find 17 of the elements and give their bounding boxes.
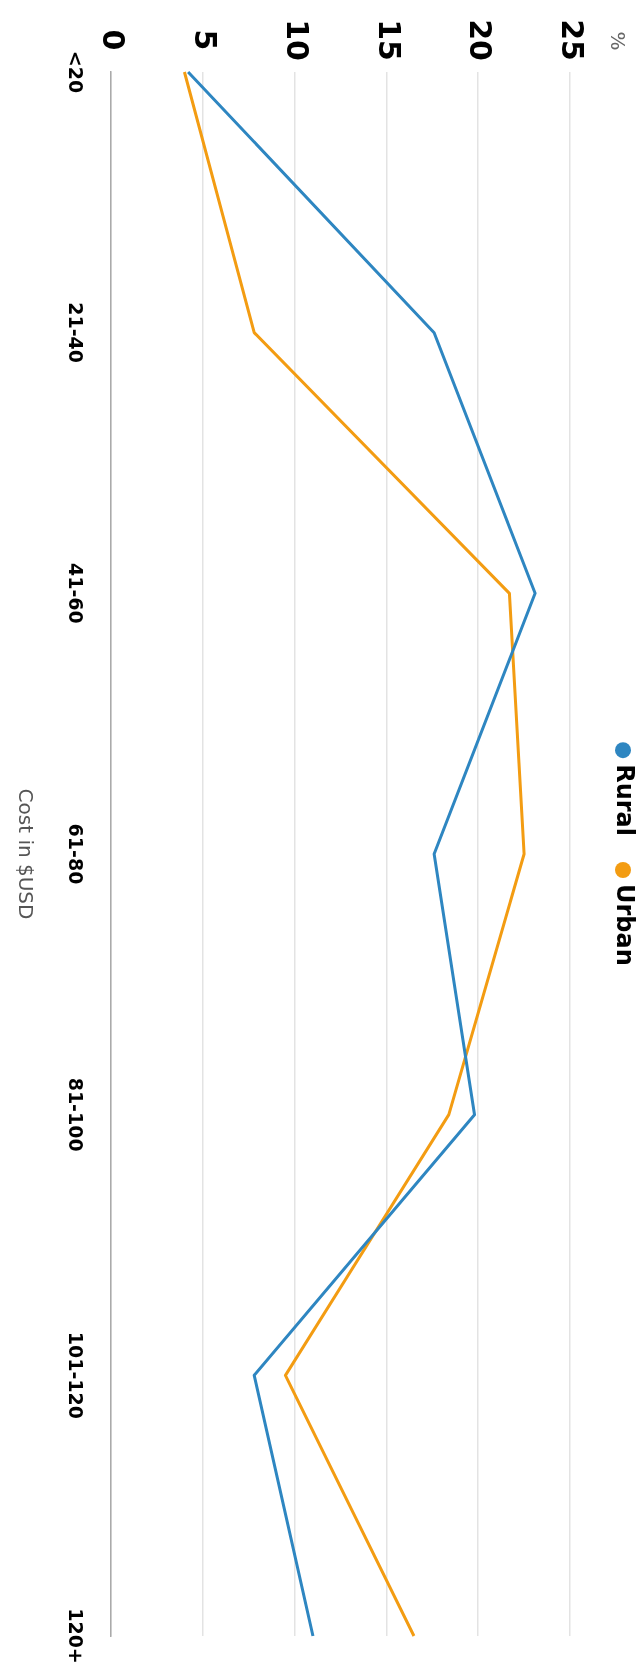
text: % xyxy=(605,31,630,51)
x-tick-label: 20 xyxy=(463,19,499,61)
y-tick-label: <20 xyxy=(65,50,88,94)
legend-label: Rural xyxy=(610,764,639,837)
x-tick-label: 25 xyxy=(555,19,591,61)
legend-label: Urban xyxy=(610,884,639,966)
y-tick-label: 101-120 xyxy=(65,1331,88,1419)
x-tick-label: 5 xyxy=(188,29,223,51)
y-tick-label: 120+ xyxy=(65,1608,88,1664)
x-tick-label: 10 xyxy=(279,19,315,61)
y-tick-label: 21-40 xyxy=(65,302,88,364)
x-tick-label: 15 xyxy=(371,19,407,61)
x-tick-label: 0 xyxy=(96,29,132,51)
y-tick-label: 41-60 xyxy=(65,562,88,624)
y-axis-title: Cost in $USD xyxy=(13,788,38,920)
y-tick-label: 81-100 xyxy=(65,1077,88,1152)
y-tick-label: 61-80 xyxy=(65,823,88,885)
